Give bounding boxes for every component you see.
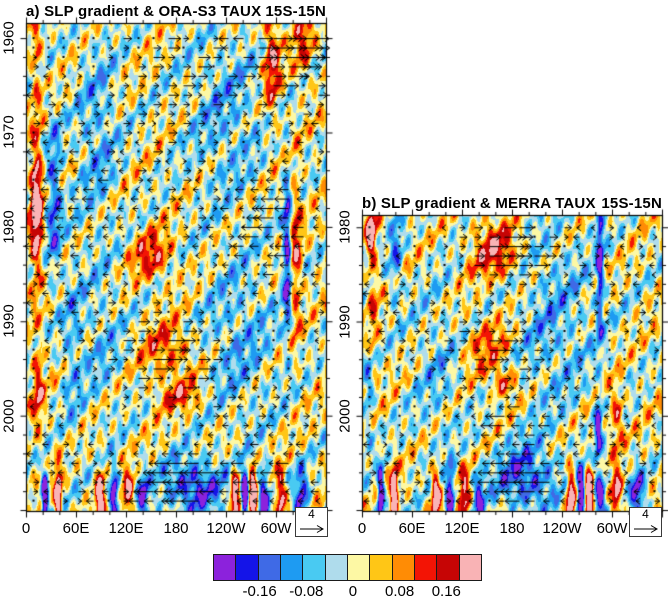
panel-b-x-tick-120E: 120E: [444, 520, 480, 537]
panel-b-x-tick-180: 180: [499, 520, 525, 537]
reference-arrow-icon: [634, 525, 658, 533]
reference-arrow-icon: [300, 525, 324, 533]
colorbar-tick-0: 0: [348, 583, 358, 600]
colorbar-tick-0.08: 0.08: [385, 583, 415, 600]
panel-a-x-tick-0: 0: [21, 520, 31, 537]
colorbar-cell-1: [235, 554, 259, 581]
panel-b-y-tick-1980: 1980: [336, 210, 354, 244]
colorbar-tick-0.16: 0.16: [431, 583, 461, 600]
panel-a-y-tick-1980: 1980: [0, 210, 18, 244]
panel-b-x-tick-60E: 60E: [398, 520, 426, 537]
panel-a-y-tick-1960: 1960: [0, 21, 18, 55]
panel-b-x-tick-120W: 120W: [542, 520, 582, 537]
panel-b-y-tick-1990: 1990: [336, 304, 354, 339]
colorbar-cell-7: [369, 554, 393, 581]
colorbar-cell-8: [391, 554, 415, 581]
colorbar-cell-5: [324, 554, 348, 581]
panel-b-x-tick-0: 0: [357, 520, 367, 537]
panel-a-x-tick-60W: 60W: [260, 520, 292, 537]
colorbar-cell-10: [436, 554, 460, 581]
colorbar-cell-11: [458, 554, 482, 581]
colorbar-tick--0.08: -0.08: [289, 583, 324, 600]
panel-a-x-tick-180: 180: [163, 520, 189, 537]
panel-b-reference-vector-value: 4: [642, 507, 649, 521]
colorbar-tick--0.16: -0.16: [242, 583, 277, 600]
colorbar-cell-6: [346, 554, 371, 581]
colorbar: [213, 554, 482, 581]
colorbar-cell-2: [257, 554, 281, 581]
panel-a-hovmoller-plot: [16, 13, 336, 521]
colorbar-cell-9: [413, 554, 438, 581]
colorbar-cell-4: [302, 554, 326, 581]
panel-a-y-tick-1990: 1990: [0, 304, 18, 338]
colorbar-cell-0: [213, 554, 237, 581]
panel-a-y-tick-2000: 2000: [0, 398, 18, 433]
panel-b-hovmoller-plot: [352, 205, 668, 521]
panel-b-x-tick-60W: 60W: [596, 520, 628, 537]
panel-a-reference-vector-box: 4: [295, 507, 328, 537]
panel-a-x-tick-120W: 120W: [206, 520, 246, 537]
panel-a-x-tick-120E: 120E: [108, 520, 144, 537]
panel-a-y-tick-1970: 1970: [0, 115, 18, 150]
panel-b-y-tick-2000: 2000: [336, 399, 354, 433]
panel-a-x-tick-60E: 60E: [62, 520, 90, 537]
panel-a-reference-vector-value: 4: [308, 507, 315, 521]
colorbar-cell-3: [279, 554, 304, 581]
panel-b-reference-vector-box: 4: [629, 507, 662, 537]
